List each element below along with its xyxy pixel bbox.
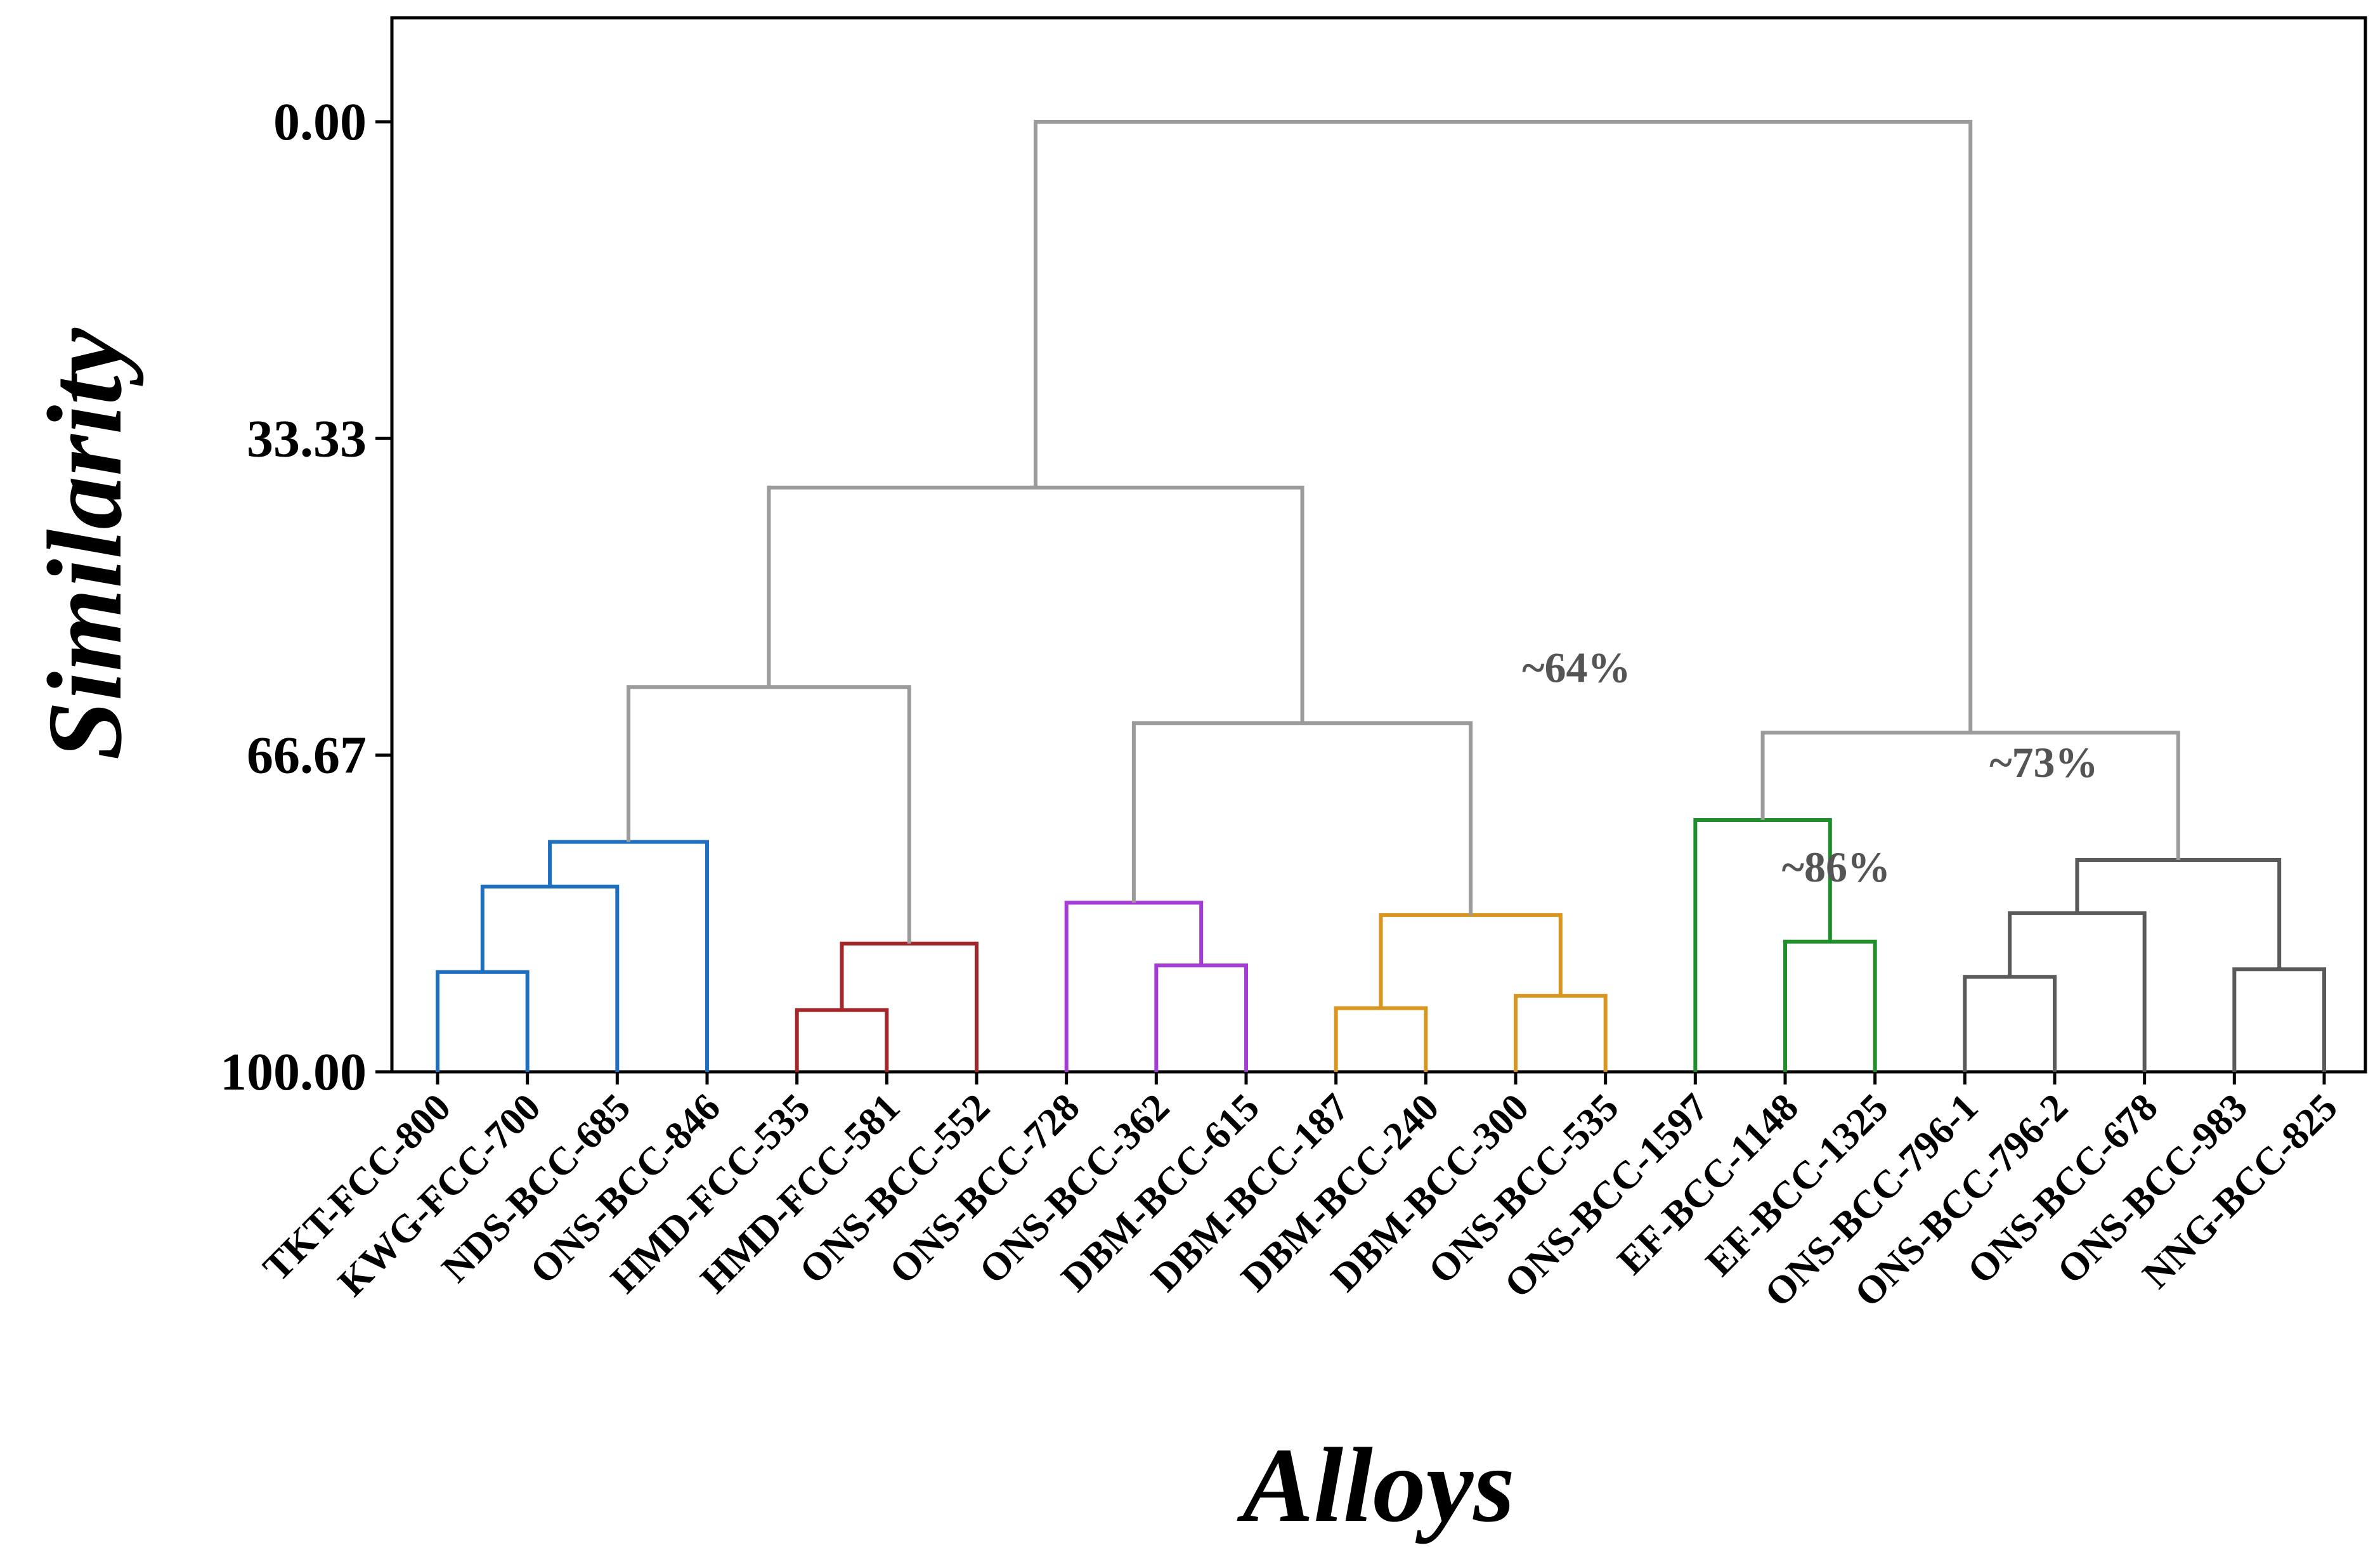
annotations: ~64% ~73% ~86% [1522,643,2098,891]
dendrogram-link-n11 [1783,939,1877,1072]
x-axis-leaf-labels: TKT-FCC-800KWG-FCC-700NDS-BCC-685ONS-BCC… [255,1072,2346,1315]
y-axis-ticks: 0.00 33.33 66.67 100.00 [220,93,392,1102]
similarity-annotation: ~64% [1522,643,1630,691]
y-tick-label: 0.00 [273,93,367,152]
dendrogram-link-n5 [840,941,979,1072]
dendrogram-link-n17 [627,685,911,944]
x-axis-title: Alloys [1237,1426,1514,1544]
y-axis-title: Similarity [26,327,144,760]
dendrogram-link-n6 [1154,963,1248,1072]
dendrogram-link-n13 [1963,975,2057,1072]
y-tick-label: 33.33 [247,409,367,468]
dendrogram-link-n3 [548,840,709,1072]
dendrogram-link-n15 [2232,967,2326,1072]
dendrogram-link-n21 [1033,120,1973,733]
dendrogram-link-n16 [2075,857,2282,970]
dendrogram-link-n7 [1064,901,1204,1072]
dendrogram-link-n9 [1514,994,1608,1072]
dendrogram-links [436,120,2326,1072]
similarity-annotation: ~73% [1989,738,2098,786]
dendrogram-link-n8 [1334,1006,1428,1072]
dendrogram-link-n20 [1760,731,2180,860]
y-tick-label: 66.67 [247,726,367,785]
dendrogram-link-n18 [1131,721,1473,915]
dendrogram-link-n14 [2008,911,2147,1072]
dendrogram-link-n4 [795,1008,889,1072]
dendrogram-link-n1 [436,970,530,1072]
y-tick-label: 100.00 [220,1043,367,1102]
similarity-annotation: ~86% [1782,843,1890,891]
plot-frame [390,16,2367,1074]
dendrogram-link-n2 [480,884,620,1072]
